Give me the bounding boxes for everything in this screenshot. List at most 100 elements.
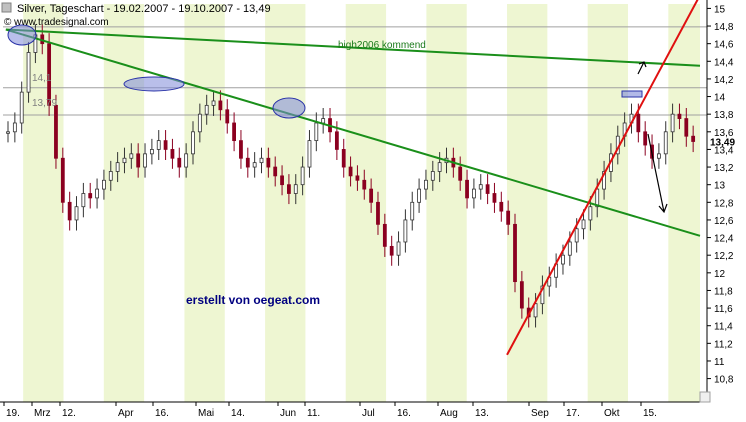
candle-body: [472, 188, 476, 199]
candle-body: [314, 122, 319, 142]
candle-body: [684, 118, 689, 137]
candle-body: [369, 188, 374, 203]
candle-body: [88, 193, 93, 199]
candle-body: [12, 122, 17, 133]
candlesticks: [6, 24, 696, 328]
candle-body: [389, 245, 394, 256]
x-tick-label: Mai: [198, 408, 214, 419]
candle-body: [211, 100, 216, 106]
arrow-up: [637, 61, 647, 75]
x-tick-label: 16.: [397, 408, 411, 419]
y-tick-label: 13,6: [714, 128, 734, 139]
trendline-2: [506, 0, 699, 356]
candle-body: [307, 140, 312, 168]
candle-body: [595, 188, 600, 208]
candle-body: [670, 113, 675, 133]
y-tick-label: 14,8: [714, 22, 734, 33]
candle-body: [74, 206, 79, 221]
credit-label: erstellt von oegeat.com: [186, 293, 320, 307]
candle-body: [122, 157, 127, 164]
x-tick-label: Apr: [118, 408, 134, 419]
candle-body: [149, 149, 154, 155]
candle-body: [519, 281, 524, 309]
candle-body: [478, 184, 483, 190]
candle-body: [204, 104, 209, 115]
candle-body: [663, 131, 668, 155]
y-tick-label: 14,6: [714, 40, 734, 51]
candle-body: [334, 131, 339, 150]
candle-body: [108, 171, 113, 181]
candle-body: [396, 241, 401, 256]
candle-body: [348, 166, 353, 177]
y-tick-label: 13,8: [714, 110, 734, 121]
candle-body: [567, 241, 572, 256]
candle-body: [60, 157, 65, 203]
candle-body: [362, 179, 367, 190]
band-8: [668, 4, 700, 402]
candle-body: [156, 140, 161, 150]
candle-body: [47, 43, 52, 106]
candle-body: [129, 153, 134, 159]
candle-body: [67, 201, 72, 221]
y-tick-label: 14,4: [714, 57, 734, 68]
candle-body: [184, 153, 189, 168]
candle-body: [239, 140, 243, 159]
x-tick-label: Jul: [362, 408, 375, 419]
candle-body: [602, 171, 606, 190]
y-tick-label: 14,2: [714, 75, 734, 86]
last-price-label: 13,49: [710, 137, 735, 148]
x-tick-label: 15.: [643, 408, 657, 419]
band-4: [345, 4, 387, 402]
band-5: [426, 4, 467, 402]
highlight-marks: [7, 24, 668, 214]
candle-body: [588, 206, 593, 221]
x-tick-label: 12.: [62, 408, 76, 419]
x-axis: 19. Mrz 12. Apr 16. Mai 14. Jun 11. Jul 16. Aug 13. S…: [0, 401, 707, 419]
window-icon[interactable]: [1, 2, 12, 13]
candle-body: [6, 131, 10, 134]
band-3: [265, 4, 306, 402]
chart-title: Silver, Tageschart - 19.02.2007 - 19.10.…: [17, 3, 271, 15]
x-tick-label: Sep: [531, 408, 549, 419]
highlight-ellipse-2: [272, 97, 306, 119]
resize-grip[interactable]: [699, 391, 711, 403]
candle-body: [293, 184, 298, 194]
candle-body: [170, 149, 175, 159]
highlight-ellipse-1: [123, 76, 185, 92]
candle-body: [252, 162, 257, 168]
candle-body: [280, 175, 284, 186]
candle-body: [245, 157, 250, 168]
candle-body: [437, 162, 442, 172]
candle-body: [485, 184, 490, 194]
candle-body: [677, 113, 682, 119]
candle-body: [492, 193, 497, 203]
x-tick-label: Mrz: [34, 408, 51, 419]
y-axis: 15 14,8 14,6 14,4 14,2 14 13,8 13,6 13,4 13,2 13 12…: [706, 0, 735, 402]
candle-body: [355, 175, 360, 181]
y-tick-label: 11,8: [714, 286, 733, 297]
candle-body: [376, 201, 380, 225]
y-tick-label: 13,4: [714, 145, 734, 156]
highlight-box: [621, 90, 643, 98]
candle-body: [81, 193, 86, 208]
x-tick-label: 14.: [231, 408, 245, 419]
candle-body: [19, 91, 24, 124]
candle-body: [636, 113, 641, 133]
x-tick-label: Aug: [440, 408, 458, 419]
candle-body: [430, 171, 435, 181]
y-tick-label: 13: [714, 181, 726, 192]
candle-body: [218, 100, 223, 111]
y-tick-label: 13,2: [714, 163, 734, 174]
candle-body: [232, 122, 236, 142]
candle-body: [656, 153, 661, 159]
candle-body: [26, 52, 31, 93]
candle-body: [499, 201, 504, 212]
x-tick-label: 16.: [155, 408, 169, 419]
candle-body: [273, 166, 278, 177]
candle-body: [540, 285, 545, 305]
y-tick-label: 11: [714, 357, 725, 368]
trendline-1: [5, 28, 701, 237]
trendlines: [5, 0, 701, 356]
